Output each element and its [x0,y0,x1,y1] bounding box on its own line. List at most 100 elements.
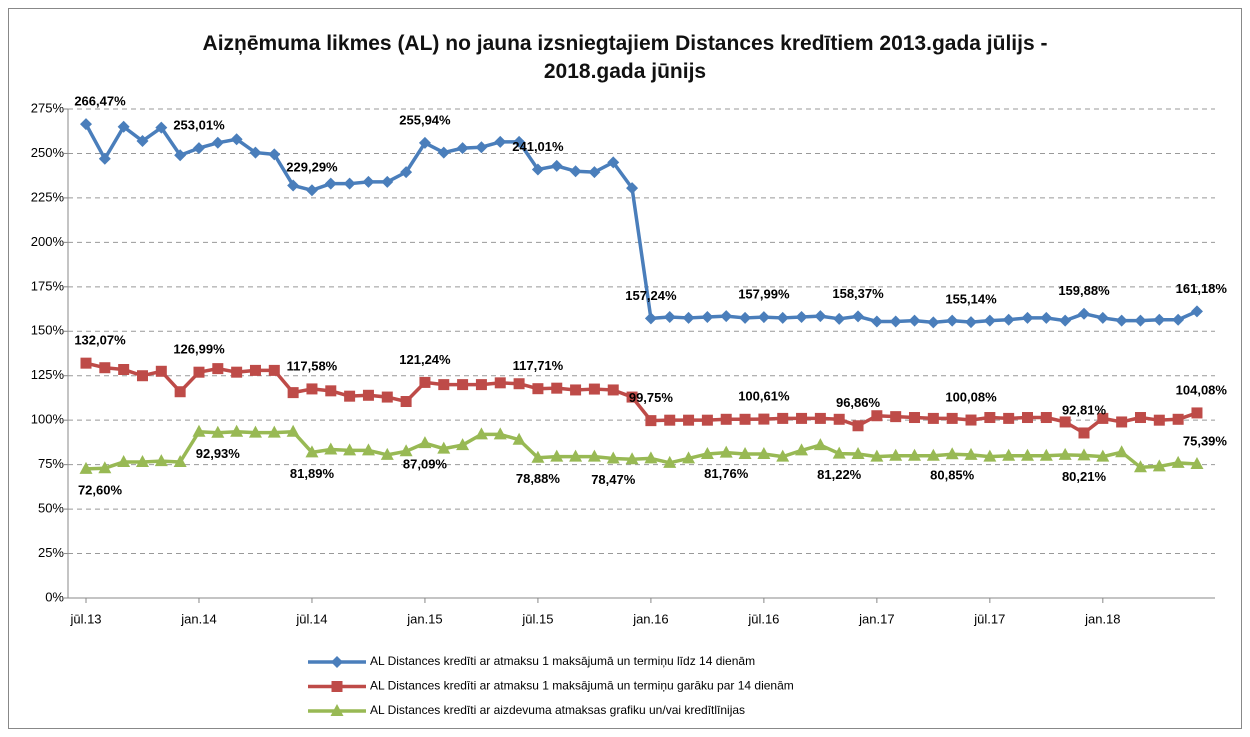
data-point [1153,414,1165,426]
data-label: 155,14% [945,292,997,307]
data-point [249,364,261,376]
data-point [174,386,186,398]
data-point [607,384,619,396]
data-point [286,424,300,437]
data-point [965,414,977,426]
data-point [757,311,770,324]
data-point [588,166,601,179]
data-point [871,410,883,422]
data-point [287,387,299,399]
data-point [720,310,733,323]
data-point [344,390,356,402]
data-point [588,383,600,395]
data-point [682,311,695,324]
data-point [1078,427,1090,439]
data-point [644,451,658,464]
data-point [381,391,393,403]
data-point [211,136,224,149]
data-point [136,370,148,382]
data-point [1171,455,1185,468]
data-point [870,449,884,462]
data-point [513,378,525,390]
data-label: 266,47% [74,94,126,109]
y-tick-label: 0% [45,589,64,604]
data-point [1059,314,1072,327]
data-point [1022,412,1033,424]
y-tick-label: 50% [38,501,64,516]
data-point [682,451,696,464]
data-point [1040,311,1053,324]
data-label: 117,71% [513,358,564,373]
data-point [438,379,450,391]
data-point [99,362,111,374]
data-point [419,376,431,388]
data-label: 255,94% [399,112,451,127]
data-label: 99,75% [629,390,674,405]
data-label: 80,85% [930,468,975,483]
data-point [418,436,432,449]
chart-title: Aizņēmuma likmes (AL) no jauna izsniegta… [202,32,1048,83]
data-point [212,363,224,375]
data-point [494,377,506,389]
data-point [305,445,319,458]
data-point [343,443,357,456]
data-point [983,314,996,327]
data-point [757,446,771,459]
data-point [683,414,695,426]
data-point [606,451,620,464]
data-point [626,391,638,403]
data-point [776,311,789,324]
data-point [1172,413,1184,425]
data-point [795,443,809,456]
data-point [758,413,770,425]
data-point [644,312,657,325]
data-point [361,443,375,456]
data-point [362,389,374,401]
data-point [833,312,846,325]
data-point [80,357,92,369]
data-label: 100,61% [738,389,790,404]
data-label: 117,58% [287,358,338,373]
x-tick-label: jūl.13 [69,611,101,626]
data-point [268,148,281,161]
data-point [1133,460,1147,473]
data-label: 78,88% [516,471,561,486]
x-tick-label: jan.18 [1084,611,1120,626]
data-label: 81,76% [704,466,749,481]
data-point [154,454,168,467]
data-point [306,383,318,395]
data-point [1039,448,1053,461]
data-point [1191,407,1203,419]
data-point [98,461,112,474]
data-point [399,444,413,457]
data-label: 121,24% [399,352,451,367]
x-tick-label: jūl.14 [295,611,327,626]
data-point [908,448,922,461]
data-point [926,448,940,461]
data-point [193,366,205,378]
data-point [1059,416,1071,428]
data-point [474,427,488,440]
data-label: 161,18% [1176,281,1228,296]
data-point [135,454,149,467]
data-label: 81,89% [290,466,335,481]
data-point [400,396,412,408]
data-label: 229,29% [286,160,338,175]
x-tick-label: jan.17 [858,611,894,626]
data-point [305,184,318,197]
data-label: 92,81% [1062,402,1107,417]
data-point [719,445,733,458]
data-point [287,179,300,192]
data-point [155,121,168,134]
data-point [493,427,507,440]
data-point [1058,447,1072,460]
legend-label: AL Distances kredīti ar aizdevuma atmaks… [370,703,745,717]
data-point [1002,313,1015,326]
data-point [98,152,111,165]
data-point [1134,314,1147,327]
data-point [475,379,487,391]
data-point [964,447,978,460]
data-point [983,449,997,462]
data-point [380,447,394,460]
